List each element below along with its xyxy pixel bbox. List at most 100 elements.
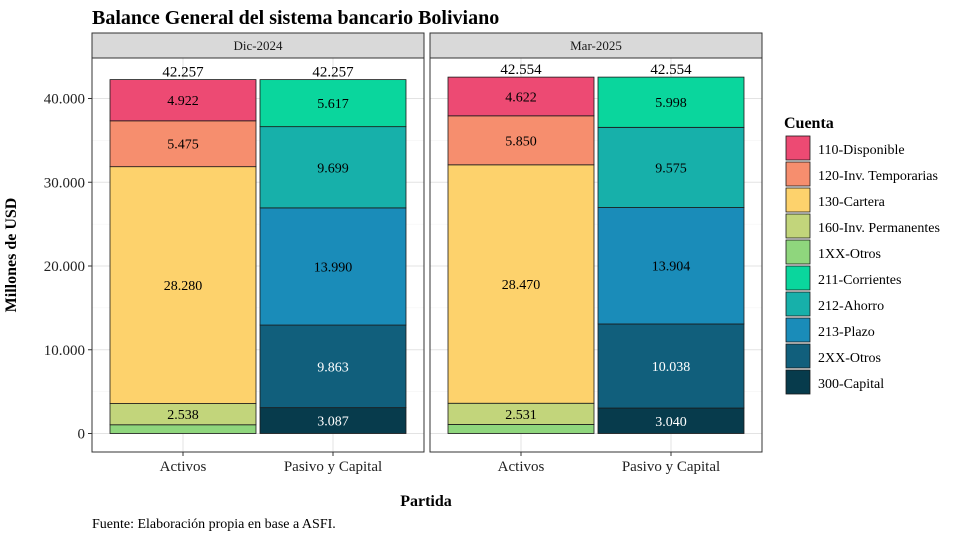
segment-value-label: 5.998: [655, 96, 687, 111]
bar-segment-130-cartera: [447, 164, 595, 404]
legend-swatch: [785, 213, 811, 239]
bar-segment-1xx-otros: [447, 424, 595, 434]
facet-strip: [429, 32, 763, 59]
bar-segment-110-disponible: [447, 76, 595, 117]
y-tick-label: 0: [78, 427, 86, 443]
panel-mar-2025: Mar-2025 2.531 28.470 5.850 4.622 42.554 Activ…: [429, 32, 763, 475]
panel-dic-2024: Dic-2024 2.538 28.280 5.475 4.922 42.257 Activ…: [91, 32, 425, 475]
x-tick-label: Activos: [160, 459, 207, 475]
bar-segment-2xx-otros: [259, 324, 407, 409]
panel-border: [429, 57, 763, 453]
y-axis-title: Millones de USD: [3, 198, 20, 313]
bar-segment-2xx-otros: [597, 323, 745, 409]
segment-value-label: 9.575: [655, 161, 687, 176]
legend-item: 300-Capital: [785, 369, 884, 395]
chart-title: Balance General del sistema bancario Bol…: [92, 7, 499, 29]
segment-value-label: 5.850: [505, 134, 537, 149]
segment-value-label: 28.470: [502, 278, 541, 293]
chart-panels: Dic-2024 2.538 28.280 5.475 4.922 42.257 Activ…: [91, 32, 763, 475]
y-tick-label: 20.000: [44, 259, 85, 275]
legend: Cuenta 110-Disponible 120-Inv. Temporaria…: [784, 115, 940, 395]
legend-title: Cuenta: [784, 115, 834, 132]
bar-segment-300-capital: [259, 407, 407, 434]
bar-total-label: 42.257: [312, 65, 354, 81]
legend-item: 110-Disponible: [785, 135, 905, 161]
y-axis: 0 10.000 20.000 30.000 40.000: [44, 92, 92, 443]
x-axis-title: Partida: [400, 493, 452, 510]
legend-item: 211-Corrientes: [785, 265, 901, 291]
legend-swatch: [785, 161, 811, 187]
bar-segment-300-capital: [597, 407, 745, 434]
segment-value-label: 3.040: [655, 415, 687, 430]
segment-value-label: 9.699: [317, 161, 349, 176]
legend-item: 213-Plazo: [785, 317, 875, 343]
legend-swatch: [785, 187, 811, 213]
segment-value-label: 4.622: [505, 90, 537, 105]
bar-segment-130-cartera: [109, 166, 257, 404]
bar-segment-1xx-otros: [109, 424, 257, 434]
bar-segment-211-corrientes: [259, 79, 407, 128]
legend-swatch: [785, 135, 811, 161]
legend-label: 130-Cartera: [818, 195, 886, 210]
bar-total-label: 42.554: [500, 62, 542, 78]
legend-label: 2XX-Otros: [818, 351, 881, 366]
legend-label: 120-Inv. Temporarias: [818, 169, 938, 184]
legend-label: 110-Disponible: [818, 143, 905, 158]
segment-value-label: 2.531: [505, 408, 537, 423]
bar-pasivo-y-capital: 3.087 9.863 13.990 9.699 5.617 42.257 Pasivo y…: [259, 65, 407, 475]
legend-item: 2XX-Otros: [785, 343, 881, 369]
caption: Fuente: Elaboración propia en base a ASF…: [92, 517, 336, 532]
legend-item: 1XX-Otros: [785, 239, 881, 265]
y-tick-label: 40.000: [44, 92, 85, 108]
legend-label: 213-Plazo: [818, 325, 875, 340]
bar-segment-212-ahorro: [259, 126, 407, 209]
facet-label: Dic-2024: [233, 38, 283, 53]
x-tick-label: Activos: [498, 459, 545, 475]
segment-value-label: 9.863: [317, 360, 349, 375]
bar-segment-120-inv-temporarias: [109, 120, 257, 168]
bar-activos: 2.538 28.280 5.475 4.922 42.257 Activos: [109, 65, 257, 475]
legend-item: 212-Ahorro: [785, 291, 884, 317]
legend-swatch: [785, 317, 811, 343]
bar-segment-213-plazo: [259, 207, 407, 326]
x-tick-label: Pasivo y Capital: [622, 459, 720, 475]
legend-swatch: [785, 265, 811, 291]
legend-label: 211-Corrientes: [818, 273, 901, 288]
bar-segment-120-inv-temporarias: [447, 115, 595, 166]
legend-label: 1XX-Otros: [818, 247, 881, 262]
bar-activos: 2.531 28.470 5.850 4.622 42.554 Activos: [447, 62, 595, 475]
bar-segment-213-plazo: [597, 207, 745, 325]
bar-total-label: 42.257: [162, 65, 204, 81]
legend-label: 300-Capital: [818, 377, 884, 392]
y-tick-label: 10.000: [44, 343, 85, 359]
panel-border: [91, 57, 425, 453]
legend-label: 160-Inv. Permanentes: [818, 221, 940, 236]
legend-swatch: [785, 239, 811, 265]
y-tick-label: 30.000: [44, 175, 85, 191]
bar-pasivo-y-capital: 3.040 10.038 13.904 9.575 5.998 42.554 Pasivo …: [597, 62, 745, 475]
legend-item: 130-Cartera: [785, 187, 886, 213]
legend-swatch: [785, 369, 811, 395]
segment-value-label: 10.038: [652, 360, 691, 375]
segment-value-label: 28.280: [164, 279, 203, 294]
bar-segment-212-ahorro: [597, 126, 745, 208]
legend-label: 212-Ahorro: [818, 299, 884, 314]
segment-value-label: 5.475: [167, 138, 199, 153]
legend-swatch: [785, 291, 811, 317]
legend-item: 160-Inv. Permanentes: [785, 213, 940, 239]
legend-item: 120-Inv. Temporarias: [785, 161, 938, 187]
facet-strip: [91, 32, 425, 59]
segment-value-label: 13.990: [314, 260, 353, 275]
legend-swatch: [785, 343, 811, 369]
x-tick-label: Pasivo y Capital: [284, 459, 382, 475]
segment-value-label: 3.087: [317, 415, 349, 430]
facet-label: Mar-2025: [570, 38, 622, 53]
bar-segment-110-disponible: [109, 79, 257, 122]
segment-value-label: 2.538: [167, 408, 199, 423]
segment-value-label: 5.617: [317, 97, 349, 112]
bar-total-label: 42.554: [650, 62, 692, 78]
segment-value-label: 13.904: [652, 260, 691, 275]
bar-segment-211-corrientes: [597, 76, 745, 128]
segment-value-label: 4.922: [167, 94, 199, 109]
